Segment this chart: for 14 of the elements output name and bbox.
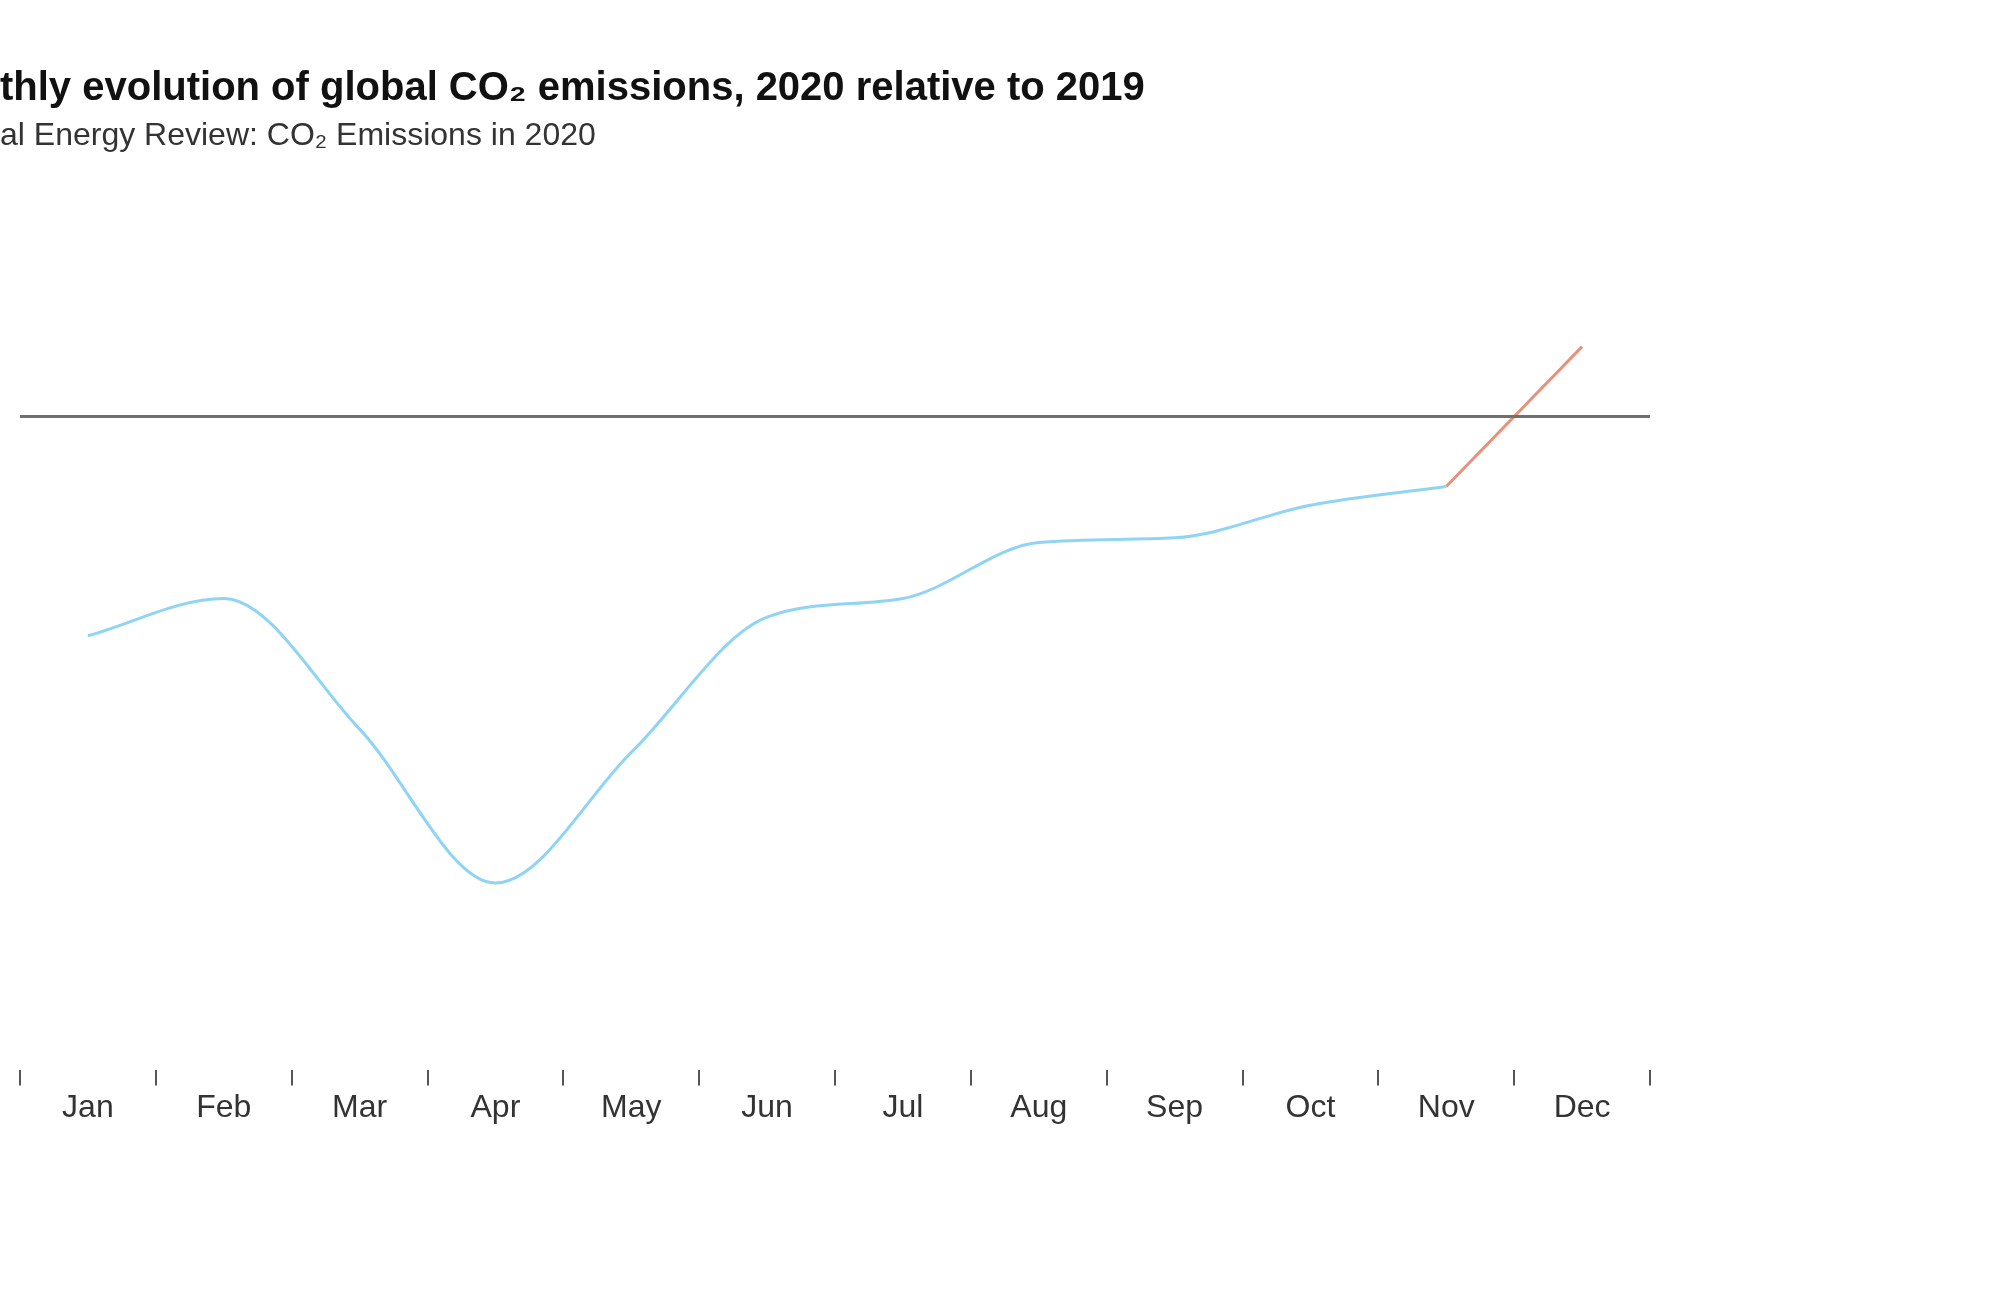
x-tick-label: Feb xyxy=(196,1087,252,1124)
x-tick-label: Apr xyxy=(470,1087,521,1124)
x-tick-label: Sep xyxy=(1146,1087,1204,1124)
x-tick-label: Oct xyxy=(1285,1087,1336,1124)
x-tick-label: Jul xyxy=(882,1087,924,1124)
x-tick-label: Mar xyxy=(332,1087,388,1124)
x-tick-label: Nov xyxy=(1417,1087,1475,1124)
x-tick-label: Dec xyxy=(1553,1087,1611,1124)
chart-title: thly evolution of global CO₂ emissions, 2020 relative to 2019 xyxy=(0,64,1145,109)
x-tick-label: May xyxy=(601,1087,662,1124)
x-tick-label: Aug xyxy=(1010,1087,1068,1124)
chart-subtitle: al Energy Review: CO₂ Emissions in 2020 xyxy=(0,116,596,153)
x-tick-label: Jun xyxy=(741,1087,793,1124)
x-tick-label: Jan xyxy=(62,1087,114,1124)
